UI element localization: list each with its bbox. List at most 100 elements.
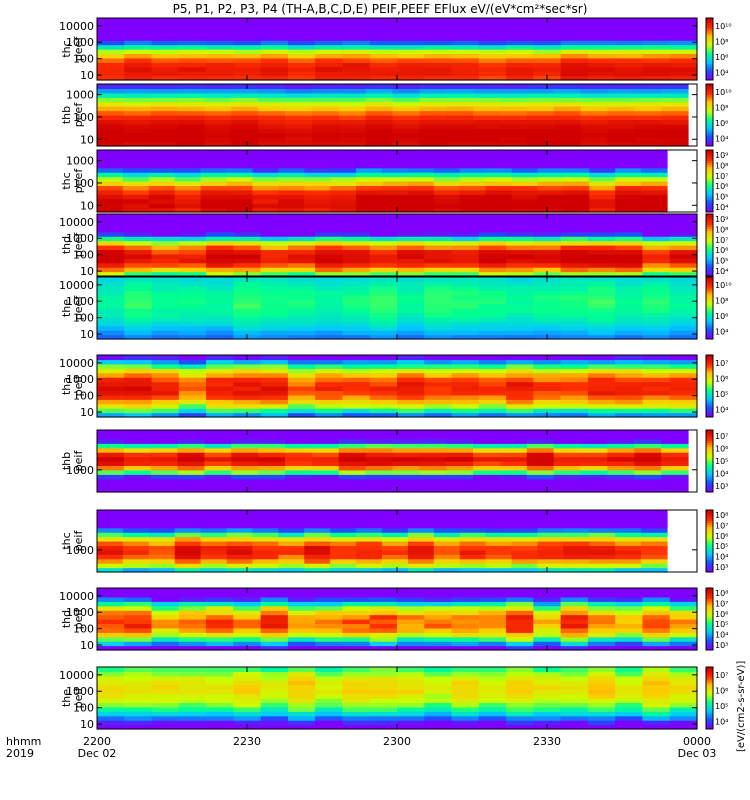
spectrogram-cell <box>526 438 555 444</box>
spectrogram-cell <box>304 172 331 178</box>
spectrogram-cell <box>97 399 125 405</box>
spectrogram-cell <box>506 623 534 629</box>
spectrogram-cell <box>451 632 480 638</box>
spectrogram-cell <box>258 456 286 462</box>
spectrogram-cell <box>304 510 331 516</box>
spectrogram-cell <box>287 403 316 409</box>
spectrogram-cell <box>369 249 398 255</box>
spectrogram-cell <box>587 236 616 242</box>
spectrogram-cell <box>178 619 207 625</box>
spectrogram-cell <box>338 141 367 147</box>
spectrogram-cell <box>526 469 555 475</box>
spectrogram-cell <box>587 355 616 361</box>
spectrogram-cell <box>473 115 501 121</box>
x-tick-label: 2230 <box>233 735 261 748</box>
spectrogram-cell <box>506 711 534 717</box>
spectrogram-cell <box>356 189 383 195</box>
spectrogram-cell <box>330 558 357 564</box>
spectrogram-cell <box>342 227 371 233</box>
spectrogram-cell <box>587 706 616 712</box>
spectrogram-cell <box>499 92 528 98</box>
spectrogram-cell <box>252 532 279 538</box>
spectrogram-cell <box>451 35 480 41</box>
spectrogram-cell <box>342 706 371 712</box>
spectrogram-cell <box>553 132 582 138</box>
spectrogram-cell <box>97 267 125 273</box>
spectrogram-cell <box>178 645 207 651</box>
spectrogram-cell <box>287 18 316 24</box>
spectrogram-cell <box>206 258 234 264</box>
colorbar-segment <box>706 434 713 437</box>
spectrogram-cell <box>669 394 698 400</box>
spectrogram-cell <box>287 363 316 369</box>
spectrogram-cell <box>661 443 689 449</box>
spectrogram-cell <box>315 632 344 638</box>
spectrogram-cell <box>178 218 207 224</box>
spectrogram-cell <box>478 596 507 602</box>
spectrogram-cell <box>506 253 534 259</box>
spectrogram-cell <box>200 523 228 529</box>
spectrogram-cell <box>369 222 398 228</box>
spectrogram-cell <box>369 619 398 625</box>
spectrogram-cell <box>533 267 562 273</box>
spectrogram-cell <box>642 285 671 291</box>
spectrogram-cell <box>419 465 447 471</box>
spectrogram-cell <box>278 518 305 524</box>
spectrogram-cell <box>123 438 152 444</box>
spectrogram-cell <box>506 321 534 327</box>
spectrogram-cell <box>499 141 528 147</box>
spectrogram-cell <box>365 128 394 134</box>
spectrogram-cell <box>397 299 425 305</box>
spectrogram-cell <box>424 680 453 686</box>
colorbar-segment <box>706 357 713 360</box>
spectrogram-cell <box>151 381 180 387</box>
spectrogram-cell <box>178 623 207 629</box>
colorbar-segment <box>706 249 713 252</box>
spectrogram-cell <box>669 698 698 704</box>
spectrogram-cell <box>615 386 644 392</box>
spectrogram-cell <box>287 596 316 602</box>
spectrogram-cell <box>178 75 207 81</box>
spectrogram-cell <box>287 636 316 642</box>
spectrogram-cell <box>97 303 125 309</box>
spectrogram-cell <box>356 554 383 560</box>
spectrogram-cell <box>151 412 180 418</box>
spectrogram-cell <box>369 321 398 327</box>
spectrogram-cell <box>669 40 698 46</box>
spectrogram-cell <box>200 545 228 551</box>
spectrogram-cell <box>206 334 234 340</box>
spectrogram-cell <box>478 299 507 305</box>
spectrogram-cell <box>607 123 635 129</box>
spectrogram-cell <box>124 680 153 686</box>
spectrogram-cell <box>615 554 642 560</box>
spectrogram-cell <box>642 359 671 365</box>
spectrogram-cell <box>356 523 383 529</box>
spectrogram-cell <box>451 671 480 677</box>
colorbar-segment <box>706 452 713 456</box>
spectrogram-cell <box>560 381 589 387</box>
colorbar-segment <box>706 226 713 229</box>
spectrogram-cell <box>97 285 125 291</box>
colorbar-segment <box>706 94 713 97</box>
spectrogram-cell <box>587 394 616 400</box>
spectrogram-cell <box>124 698 153 704</box>
panel-ylabel: thb <box>60 452 73 470</box>
spectrogram-cell <box>369 62 398 68</box>
spectrogram-cell <box>206 381 234 387</box>
panel-ylabel: peif <box>72 687 85 709</box>
colorbar-segment <box>706 691 713 695</box>
spectrogram-cell <box>97 478 125 484</box>
spectrogram-cell <box>287 359 316 365</box>
spectrogram-cell <box>424 253 453 259</box>
spectrogram-cell <box>553 88 582 94</box>
spectrogram-cell <box>258 92 286 98</box>
spectrogram-cell <box>315 57 344 63</box>
spectrogram-cell <box>382 181 409 187</box>
spectrogram-cell <box>506 44 534 50</box>
spectrogram-cell <box>150 92 179 98</box>
spectrogram-cell <box>669 412 698 418</box>
colorbar-segment <box>706 516 713 519</box>
spectrogram-cell <box>607 132 635 138</box>
spectrogram-cell <box>365 438 394 444</box>
